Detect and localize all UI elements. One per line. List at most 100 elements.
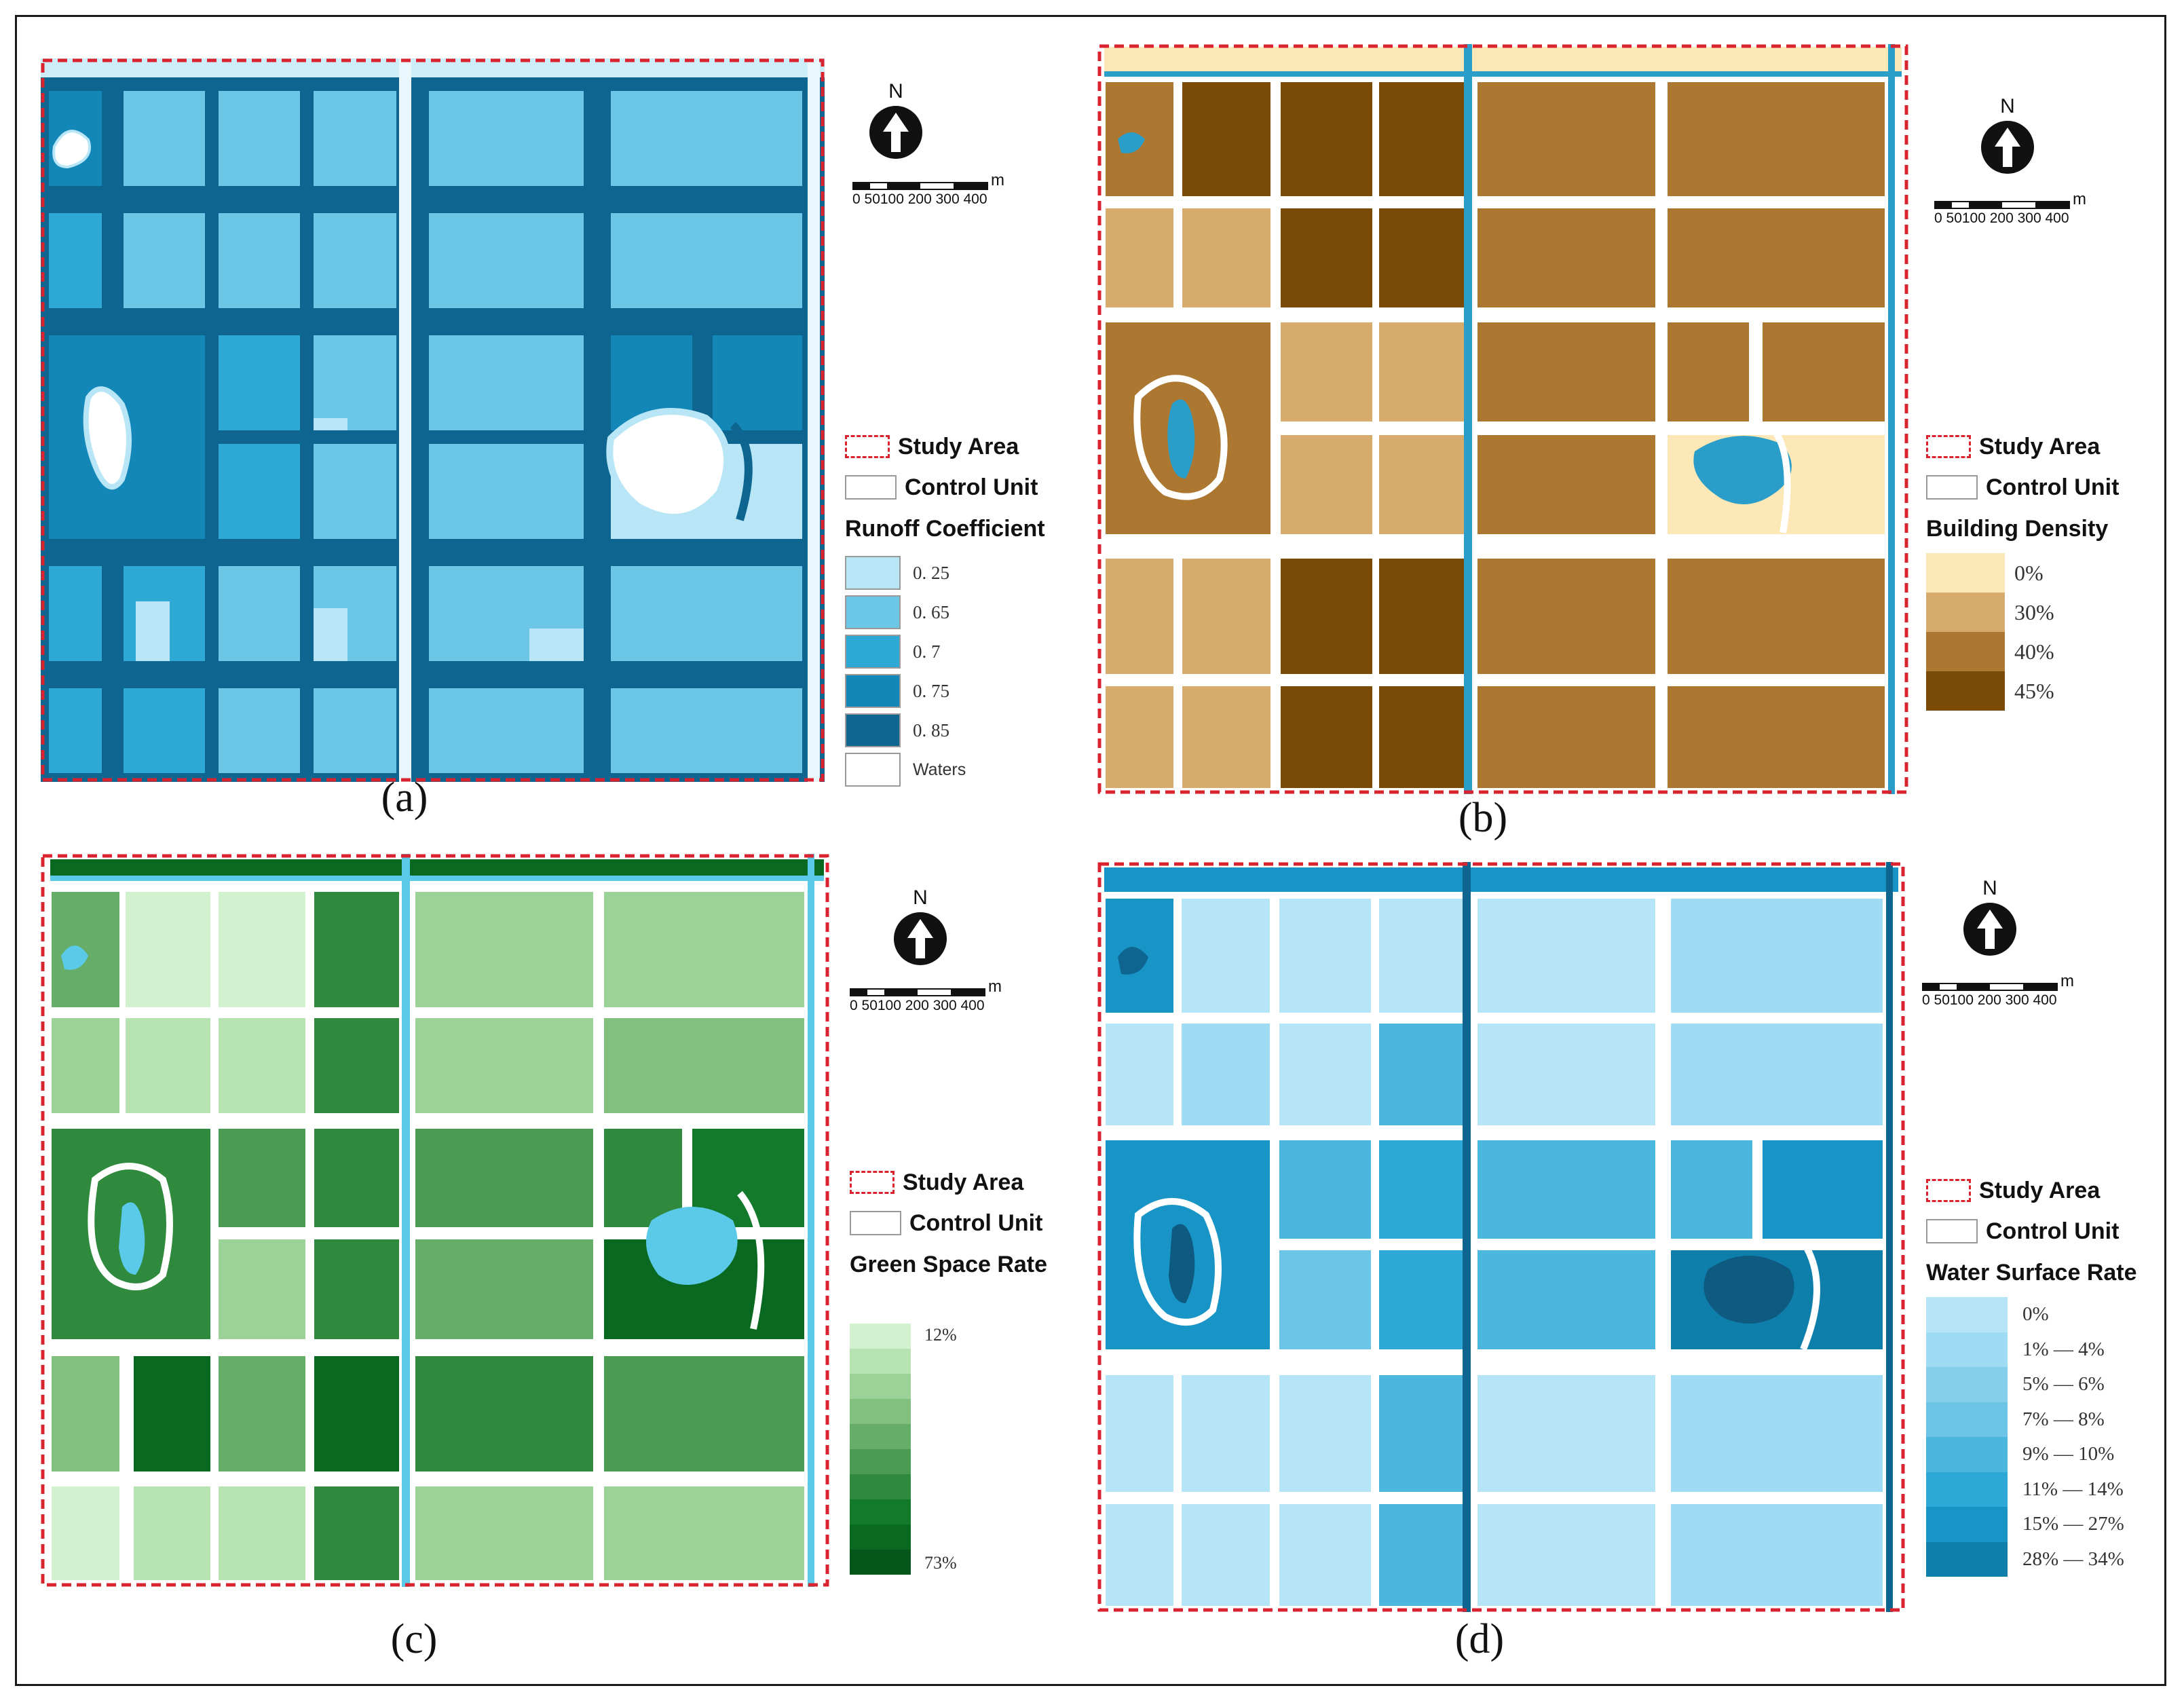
map-d-block <box>1477 899 1655 1013</box>
legend-class-label: 0. 75 <box>913 680 949 701</box>
map-d-block <box>1671 1375 1883 1492</box>
map-a-block <box>314 335 396 430</box>
legend-class-label: 7% — 8% <box>2022 1408 2105 1430</box>
legend-class-row: 45% <box>1926 671 2119 711</box>
ramp-step <box>850 1499 911 1524</box>
map-c-block <box>219 1239 305 1339</box>
map-b-block <box>1477 82 1655 196</box>
map-a-block <box>219 91 300 186</box>
map-a-block <box>219 688 300 773</box>
map-d-blocks <box>1106 899 1883 1606</box>
map-a-block <box>429 335 584 430</box>
legend-swatch <box>1926 1402 2008 1437</box>
caption-c: (c) <box>390 1616 438 1662</box>
map-a-lake <box>83 386 132 490</box>
map-a-block <box>314 688 396 773</box>
map-c-block <box>314 1356 399 1472</box>
map-b-block <box>1668 559 1885 674</box>
legend-swatch <box>1926 1507 2008 1542</box>
legend-control-unit: Control Unit <box>1986 1218 2120 1244</box>
legend-class-label: 0% <box>2022 1303 2049 1326</box>
water-surface-rate-map-svg <box>1097 862 1905 1612</box>
scale-ticks: 0 50100 200 300 400 <box>1934 210 2069 226</box>
map-b-block <box>1379 208 1464 307</box>
figure-frame <box>15 15 2166 1686</box>
map-c-block <box>604 1129 682 1227</box>
map-b-block <box>1281 559 1372 674</box>
map-c-block <box>314 892 399 1007</box>
north-arrow-d: N <box>1942 877 2037 956</box>
map-d-block <box>1477 1504 1655 1606</box>
map-c-control-ring <box>88 1163 173 1290</box>
map-a-light-patch <box>314 608 347 661</box>
legend-title: Building Density <box>1926 516 2109 542</box>
map-c-block <box>52 1018 119 1113</box>
map-a-vertical-road <box>808 58 820 782</box>
legend-swatch <box>1926 1367 2008 1402</box>
map-c-block <box>415 1129 593 1227</box>
legend-class-row: 5% — 6% <box>1926 1367 2137 1402</box>
map-a-block <box>611 91 802 186</box>
legend-class-row: 28% — 34% <box>1926 1541 2137 1577</box>
legend-class-label: 0. 25 <box>913 562 949 583</box>
legend-class-row: 1% — 4% <box>1926 1332 2137 1367</box>
map-d-top-strip <box>1104 867 1898 892</box>
study-area-swatch <box>1926 435 1971 458</box>
map-b-block <box>1379 435 1464 534</box>
legend-swatch <box>1926 593 2005 632</box>
legend-swatch <box>845 713 901 747</box>
map-d-block <box>1279 1504 1371 1606</box>
map-a-block <box>611 566 802 661</box>
legend-class-label: 11% — 14% <box>2022 1478 2124 1500</box>
map-d-block <box>1106 1504 1173 1606</box>
legend-classes: 0. 25 0. 65 0. 7 0. 75 0. 85 Waters <box>845 553 1045 789</box>
map-b-top-strip <box>1104 47 1902 75</box>
map-c-canal <box>808 854 814 1587</box>
map-c-canal <box>402 854 410 1587</box>
water-surface-rate-map <box>1097 862 1905 1612</box>
map-d-block <box>1671 1024 1883 1125</box>
legend-class-row: 11% — 14% <box>1926 1472 2137 1507</box>
legend-title: Water Surface Rate <box>1926 1260 2137 1286</box>
map-d-block <box>1379 1504 1463 1606</box>
map-b-block <box>1106 208 1173 307</box>
map-c-block <box>52 892 119 1007</box>
map-d-block <box>1379 1024 1463 1125</box>
map-c-road-curve <box>737 1191 765 1330</box>
legend-swatch <box>845 556 901 590</box>
legend-class-row: 0. 65 <box>845 593 1045 632</box>
north-arrow-icon <box>1963 903 2016 956</box>
map-b-canal <box>1464 44 1472 794</box>
map-a-block <box>49 213 102 308</box>
map-c-block <box>219 1018 305 1113</box>
map-b-road-curve <box>1767 421 1791 533</box>
map-d-block <box>1763 1140 1883 1239</box>
north-label: N <box>913 886 928 909</box>
legend-class-row: 30% <box>1926 593 2119 632</box>
map-b-lake <box>1167 399 1195 479</box>
map-a-block <box>219 213 300 308</box>
map-b-block <box>1477 208 1655 307</box>
map-c-block <box>126 1018 210 1113</box>
map-b-canal <box>1104 71 1902 77</box>
scale-ticks: 0 50100 200 300 400 <box>1922 992 2057 1008</box>
study-area-swatch <box>1926 1179 1971 1202</box>
map-a-block <box>713 335 802 430</box>
legend-c: Study Area Control Unit Green Space Rate <box>850 1162 1047 1289</box>
map-c-lake <box>119 1202 145 1275</box>
map-a-block <box>219 566 300 661</box>
map-b-block <box>1182 559 1270 674</box>
map-b-block <box>1182 208 1270 307</box>
map-a-lake <box>52 130 91 169</box>
map-b-lake <box>1118 132 1145 153</box>
map-b-block <box>1477 322 1655 421</box>
map-c-block <box>219 892 305 1007</box>
map-a-block <box>611 688 802 773</box>
map-b-block <box>1668 686 1885 788</box>
legend-class-label: 28% — 34% <box>2022 1548 2124 1570</box>
scale-unit: m <box>991 171 1004 189</box>
map-d-block <box>1279 1250 1371 1349</box>
north-arrow-icon <box>894 912 947 965</box>
map-c-block <box>415 1239 593 1339</box>
scale-unit: m <box>988 977 1002 996</box>
